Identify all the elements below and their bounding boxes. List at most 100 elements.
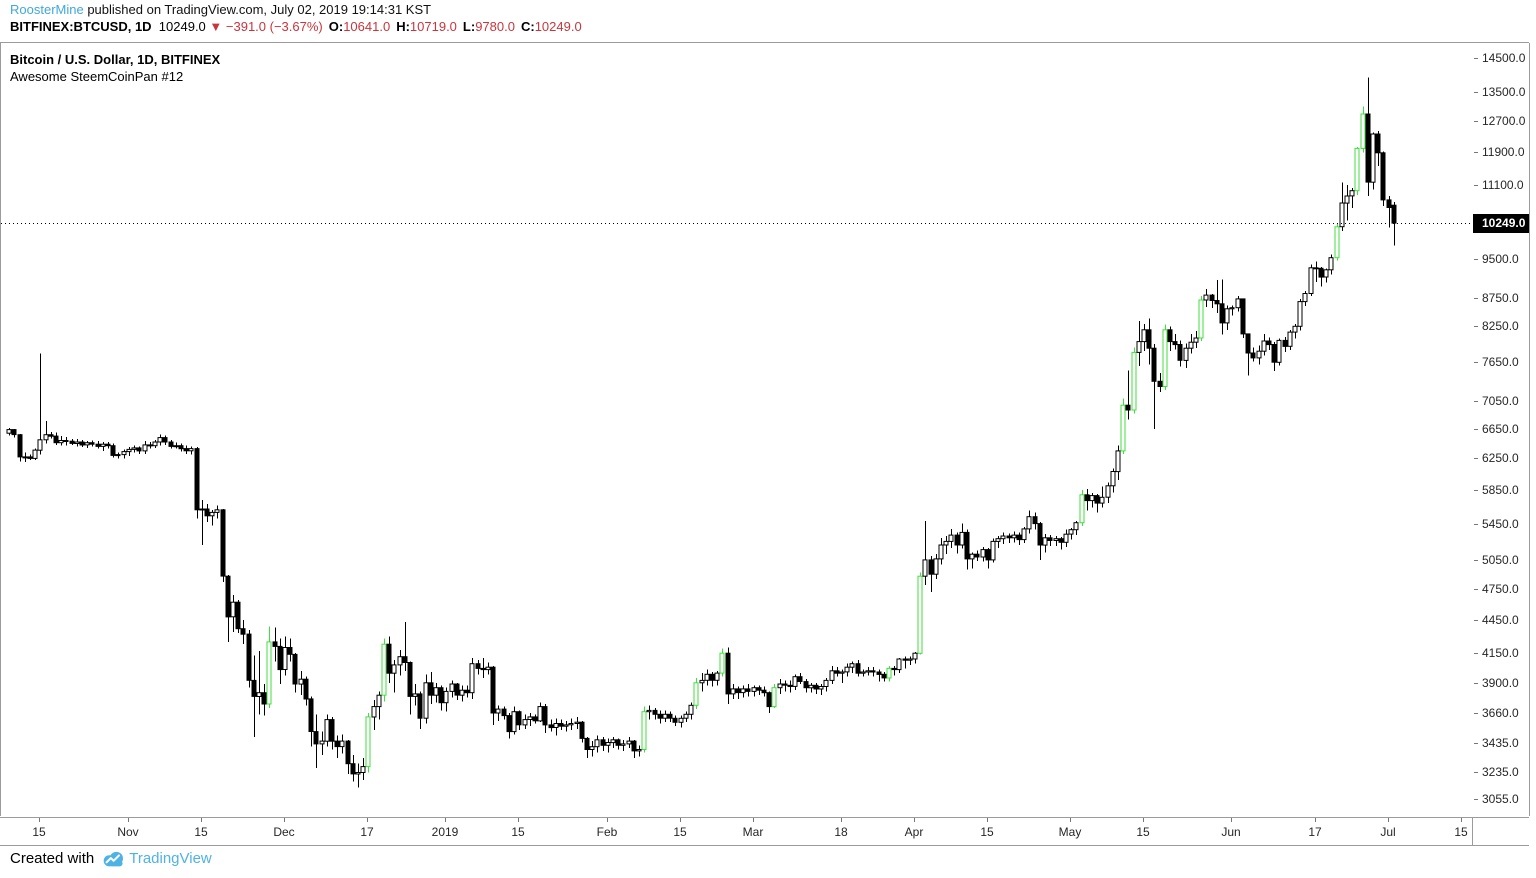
candle xyxy=(230,595,236,632)
candle xyxy=(74,439,80,447)
candle xyxy=(1073,521,1079,536)
candle xyxy=(438,685,444,711)
candle xyxy=(240,620,246,645)
candle xyxy=(688,702,694,720)
candle xyxy=(1058,536,1064,550)
candle xyxy=(980,546,986,562)
price-axis-tick: 12700.0 xyxy=(1473,114,1529,128)
candle xyxy=(246,629,252,688)
candle xyxy=(376,691,382,720)
candle xyxy=(756,685,762,696)
time-axis-tick-label: 15 xyxy=(511,825,525,839)
candle xyxy=(1209,294,1215,309)
candle xyxy=(282,636,288,676)
candle xyxy=(17,433,23,462)
candle xyxy=(1214,280,1220,314)
candle xyxy=(558,719,564,731)
candle xyxy=(1053,536,1059,546)
candle xyxy=(917,572,923,655)
candle xyxy=(818,684,824,696)
candle xyxy=(1021,527,1027,544)
tradingview-brand-link[interactable]: TradingView xyxy=(129,850,212,867)
price-axis[interactable]: 14500.0 13500.0 12700.0 11900.0 11100.0 9500.… xyxy=(1473,43,1530,816)
candle xyxy=(292,653,298,693)
low-value: 9780.0 xyxy=(475,19,515,34)
candle xyxy=(1047,535,1053,546)
candle xyxy=(1032,512,1038,530)
candle xyxy=(787,680,793,693)
candle xyxy=(870,667,876,677)
candle xyxy=(563,720,569,732)
candle xyxy=(1287,329,1293,350)
tradingview-logo-icon xyxy=(103,851,124,866)
pane-title: Bitcoin / U.S. Dollar, 1D, BITFINEX Awes… xyxy=(10,51,220,85)
candle xyxy=(537,702,543,723)
candle xyxy=(1188,333,1194,354)
candle xyxy=(1131,347,1137,414)
time-axis-tick-mark xyxy=(1231,818,1232,822)
candle xyxy=(1328,254,1334,275)
candle xyxy=(1157,372,1163,392)
candle xyxy=(157,434,163,446)
candle xyxy=(355,763,361,788)
candle xyxy=(594,735,600,753)
time-axis-tick-mark xyxy=(1143,818,1144,822)
candle xyxy=(891,666,897,676)
candle xyxy=(876,669,882,682)
candle xyxy=(22,452,28,463)
candle xyxy=(251,655,257,737)
candle xyxy=(121,449,127,459)
high-value: 10719.0 xyxy=(409,19,457,34)
candle xyxy=(1276,338,1282,366)
candle xyxy=(391,660,397,693)
candle xyxy=(142,441,148,454)
publisher-name-link[interactable]: RoosterMine xyxy=(10,2,84,17)
candle xyxy=(782,680,788,692)
price-axis-tick: 5850.0 xyxy=(1473,483,1529,497)
candle xyxy=(423,674,429,724)
time-axis-tick-mark xyxy=(1461,818,1462,822)
candle xyxy=(1360,106,1366,153)
last-price-label: 10249.0 xyxy=(1473,213,1529,233)
time-axis-tick-mark xyxy=(1070,818,1071,822)
candle xyxy=(417,691,423,729)
candle xyxy=(849,661,855,674)
candle xyxy=(600,737,606,751)
candle xyxy=(1203,289,1209,308)
candle xyxy=(131,445,137,453)
time-axis-tick-label: 15 xyxy=(1136,825,1150,839)
candle xyxy=(527,713,533,727)
time-axis-tick-mark xyxy=(1315,818,1316,822)
candle xyxy=(334,735,340,758)
time-axis[interactable]: 15 Nov 15 Dec 17 2019 15 Feb 15 Mar 18 Apr 15 May 15 Ju… xyxy=(0,817,1529,846)
candle xyxy=(313,714,319,769)
candle xyxy=(319,731,325,756)
change-value: ▼ −391.0 (−3.67%) xyxy=(209,19,323,34)
candle xyxy=(1380,151,1386,207)
candle xyxy=(922,521,928,585)
candle xyxy=(53,432,59,445)
candle xyxy=(1000,532,1006,545)
candle xyxy=(1198,296,1204,341)
candle xyxy=(860,669,866,677)
candle xyxy=(730,684,736,699)
time-axis-tick-mark xyxy=(39,818,40,822)
candle xyxy=(548,719,554,732)
candle xyxy=(1365,77,1371,196)
candle xyxy=(1386,196,1392,228)
candle xyxy=(329,716,335,750)
candle xyxy=(1006,533,1012,544)
candle xyxy=(745,684,751,697)
time-axis-tick-mark xyxy=(914,818,915,822)
price-axis-tick: 4150.0 xyxy=(1473,646,1529,660)
candle xyxy=(188,446,194,455)
candle xyxy=(1084,489,1090,511)
candle xyxy=(938,537,944,565)
candle xyxy=(667,711,673,723)
candle xyxy=(516,710,522,731)
candle xyxy=(823,678,829,692)
chart-plot-area[interactable]: Bitcoin / U.S. Dollar, 1D, BITFINEX Awes… xyxy=(0,43,1474,816)
time-axis-tick-label: 15 xyxy=(980,825,994,839)
candle xyxy=(902,656,908,669)
candle xyxy=(256,651,262,715)
